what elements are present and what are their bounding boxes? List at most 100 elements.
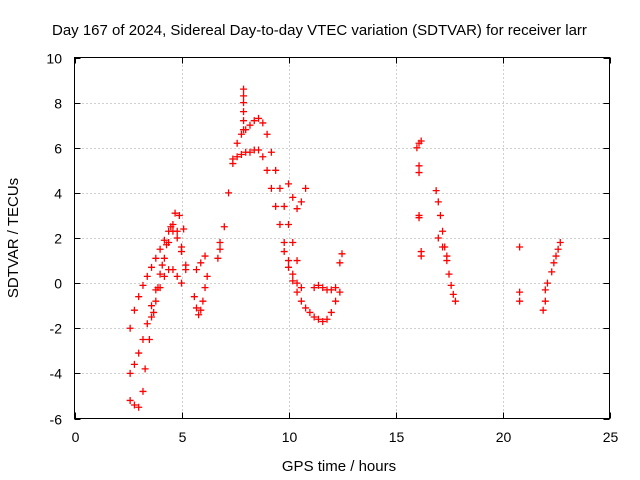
y-tick-label: 10 <box>46 51 62 67</box>
chart-title: Day 167 of 2024, Sidereal Day-to-day VTE… <box>52 22 587 39</box>
data-point <box>160 236 168 244</box>
y-tick-label: 2 <box>54 231 62 247</box>
data-point <box>143 320 151 328</box>
series-arc-9 <box>240 85 248 134</box>
data-point <box>285 180 292 188</box>
data-point <box>167 223 175 231</box>
data-point <box>552 252 560 260</box>
data-point <box>516 243 524 251</box>
data-point <box>285 257 292 265</box>
data-point <box>434 234 442 242</box>
y-axis-label: SDTVAR / TECUs <box>5 178 22 298</box>
data-point <box>145 336 153 344</box>
data-point <box>451 297 459 305</box>
data-point <box>314 281 322 289</box>
data-point <box>293 279 301 287</box>
data-point <box>432 187 440 195</box>
data-point <box>543 279 551 287</box>
data-point <box>240 117 248 125</box>
data-point <box>516 297 524 305</box>
data-point <box>143 272 151 280</box>
data-point <box>246 121 254 129</box>
series-arc-5 <box>190 252 211 319</box>
data-point <box>255 146 263 154</box>
data-point <box>263 166 271 174</box>
series-arc-10 <box>280 248 340 325</box>
x-tick-label: 15 <box>389 429 405 445</box>
data-point <box>280 202 288 210</box>
data-point <box>338 250 346 258</box>
y-tick-label: 4 <box>54 186 62 202</box>
data-point <box>554 245 562 253</box>
data-point <box>233 153 241 161</box>
data-point <box>413 144 421 152</box>
data-point <box>182 266 190 274</box>
data-point <box>556 239 564 247</box>
data-point <box>314 315 322 323</box>
data-point <box>310 313 318 321</box>
y-tick-label: -2 <box>50 321 63 337</box>
data-point <box>139 336 147 344</box>
series-arc-3 <box>126 209 188 411</box>
data-point <box>240 85 248 93</box>
y-tick-label: 8 <box>54 96 62 112</box>
data-point <box>160 272 168 280</box>
data-point <box>327 308 335 316</box>
data-point <box>548 268 556 276</box>
y-tick-label: 6 <box>54 141 62 157</box>
data-point <box>126 324 134 332</box>
data-point <box>319 284 327 292</box>
data-point <box>148 263 156 271</box>
data-point <box>332 297 340 305</box>
data-point <box>135 349 143 357</box>
data-point <box>539 306 547 314</box>
series-arc-11 <box>285 180 310 213</box>
x-tick-label: 5 <box>179 429 187 445</box>
y-tick-labels: -6 -4 -2 0 2 4 6 8 10 <box>46 51 62 428</box>
data-point <box>216 239 224 247</box>
data-point <box>436 211 444 219</box>
series-arc-15 <box>516 243 524 305</box>
series-arc-4 <box>148 266 185 321</box>
data-point <box>178 279 185 287</box>
series-arc-14 <box>432 187 459 305</box>
data-point <box>192 304 200 312</box>
data-point <box>319 317 327 325</box>
series-arc-7 <box>220 114 301 265</box>
data-point <box>169 227 177 235</box>
data-point <box>267 184 275 192</box>
data-point <box>267 148 275 156</box>
data-point <box>550 259 558 267</box>
x-tick-label: 20 <box>496 429 512 445</box>
data-point <box>332 284 340 292</box>
series-arc-8 <box>229 146 305 292</box>
data-point <box>293 288 301 296</box>
data-point <box>139 387 147 395</box>
data-point <box>237 130 245 138</box>
y-tick-label: -4 <box>50 366 63 382</box>
data-point <box>160 254 168 262</box>
data-point <box>280 248 288 256</box>
data-point <box>178 248 185 256</box>
data-point <box>135 293 143 301</box>
data-point <box>449 290 457 298</box>
data-point <box>197 259 205 267</box>
data-point <box>201 284 209 292</box>
data-point <box>156 284 164 292</box>
data-point <box>302 304 310 312</box>
data-point <box>214 254 222 262</box>
data-point <box>439 227 447 235</box>
data-point <box>289 277 297 285</box>
data-point <box>180 225 188 233</box>
data-point <box>169 266 177 274</box>
data-point <box>150 308 158 316</box>
data-point <box>417 137 425 145</box>
data-point <box>216 245 224 253</box>
data-point <box>240 99 248 107</box>
data-point <box>233 139 241 147</box>
data-point <box>220 223 228 231</box>
data-point <box>163 241 171 249</box>
data-point <box>336 259 344 267</box>
y-tick-label: -6 <box>50 412 63 428</box>
data-point <box>263 130 271 138</box>
